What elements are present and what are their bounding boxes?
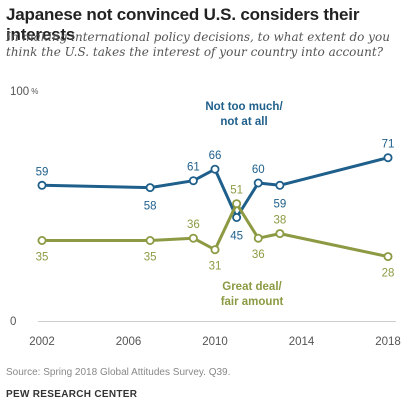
x-tick-label-2010: 2010 bbox=[202, 336, 228, 348]
chart-title: Japanese not convinced U.S. considers th… bbox=[6, 5, 360, 44]
data-label-1-2011: 45 bbox=[230, 231, 243, 243]
data-point-1-2018 bbox=[383, 153, 393, 163]
data-label-2-2012: 36 bbox=[252, 249, 265, 261]
data-point-1-2002 bbox=[37, 180, 47, 190]
data-point-2-2009 bbox=[188, 233, 198, 243]
data-point-2-2018 bbox=[383, 252, 393, 262]
series-name-1-line-1: Not too much/ bbox=[205, 101, 283, 113]
data-point-2-2010 bbox=[210, 245, 220, 255]
source-note: Source: Spring 2018 Global Attitudes Sur… bbox=[6, 367, 231, 378]
data-label-1-2009: 61 bbox=[187, 162, 200, 174]
data-label-2-2009: 36 bbox=[187, 219, 200, 231]
data-label-1-2012: 60 bbox=[252, 164, 265, 176]
data-point-1-2012 bbox=[253, 178, 263, 188]
data-label-2-2010: 31 bbox=[209, 261, 222, 273]
data-point-2-2013 bbox=[275, 229, 285, 239]
data-point-1-2009 bbox=[188, 176, 198, 186]
data-label-1-2002: 59 bbox=[36, 166, 49, 178]
data-label-1-2018: 71 bbox=[382, 139, 395, 151]
data-label-1-2013: 59 bbox=[273, 198, 286, 210]
data-point-1-2011 bbox=[232, 212, 242, 222]
data-label-1-2007: 58 bbox=[144, 201, 157, 213]
data-label-2-2018: 28 bbox=[382, 268, 395, 280]
x-tick-label-2002: 2002 bbox=[29, 336, 55, 348]
data-point-1-2007 bbox=[145, 183, 155, 193]
data-point-2-2007 bbox=[145, 235, 155, 245]
credit-line: PEW RESEARCH CENTER bbox=[6, 389, 138, 400]
x-tick-label-2006: 2006 bbox=[116, 336, 142, 348]
data-point-2-2012 bbox=[253, 233, 263, 243]
data-label-2-2013: 38 bbox=[273, 215, 286, 227]
series-name-1-line-2: not at all bbox=[220, 116, 267, 128]
x-tick-label-2018: 2018 bbox=[375, 336, 401, 348]
y-tick-label-0: 0 bbox=[10, 316, 16, 328]
x-tick-label-2014: 2014 bbox=[289, 336, 315, 348]
chart-subtitle: In making international policy decisions… bbox=[6, 30, 390, 59]
data-label-2-2002: 35 bbox=[36, 252, 49, 264]
data-point-1-2010 bbox=[210, 164, 220, 174]
data-label-2-2007: 35 bbox=[144, 252, 157, 264]
series-name-2-line-1: Great deal/ bbox=[222, 281, 282, 293]
data-label-2-2011: 51 bbox=[230, 185, 243, 197]
data-point-2-2011 bbox=[232, 199, 242, 209]
data-label-1-2010: 66 bbox=[209, 150, 222, 162]
data-point-1-2013 bbox=[275, 180, 285, 190]
y-tick-label-100: 100% bbox=[10, 86, 38, 98]
series-name-2-line-2: fair amount bbox=[221, 296, 284, 308]
data-point-2-2002 bbox=[37, 235, 47, 245]
